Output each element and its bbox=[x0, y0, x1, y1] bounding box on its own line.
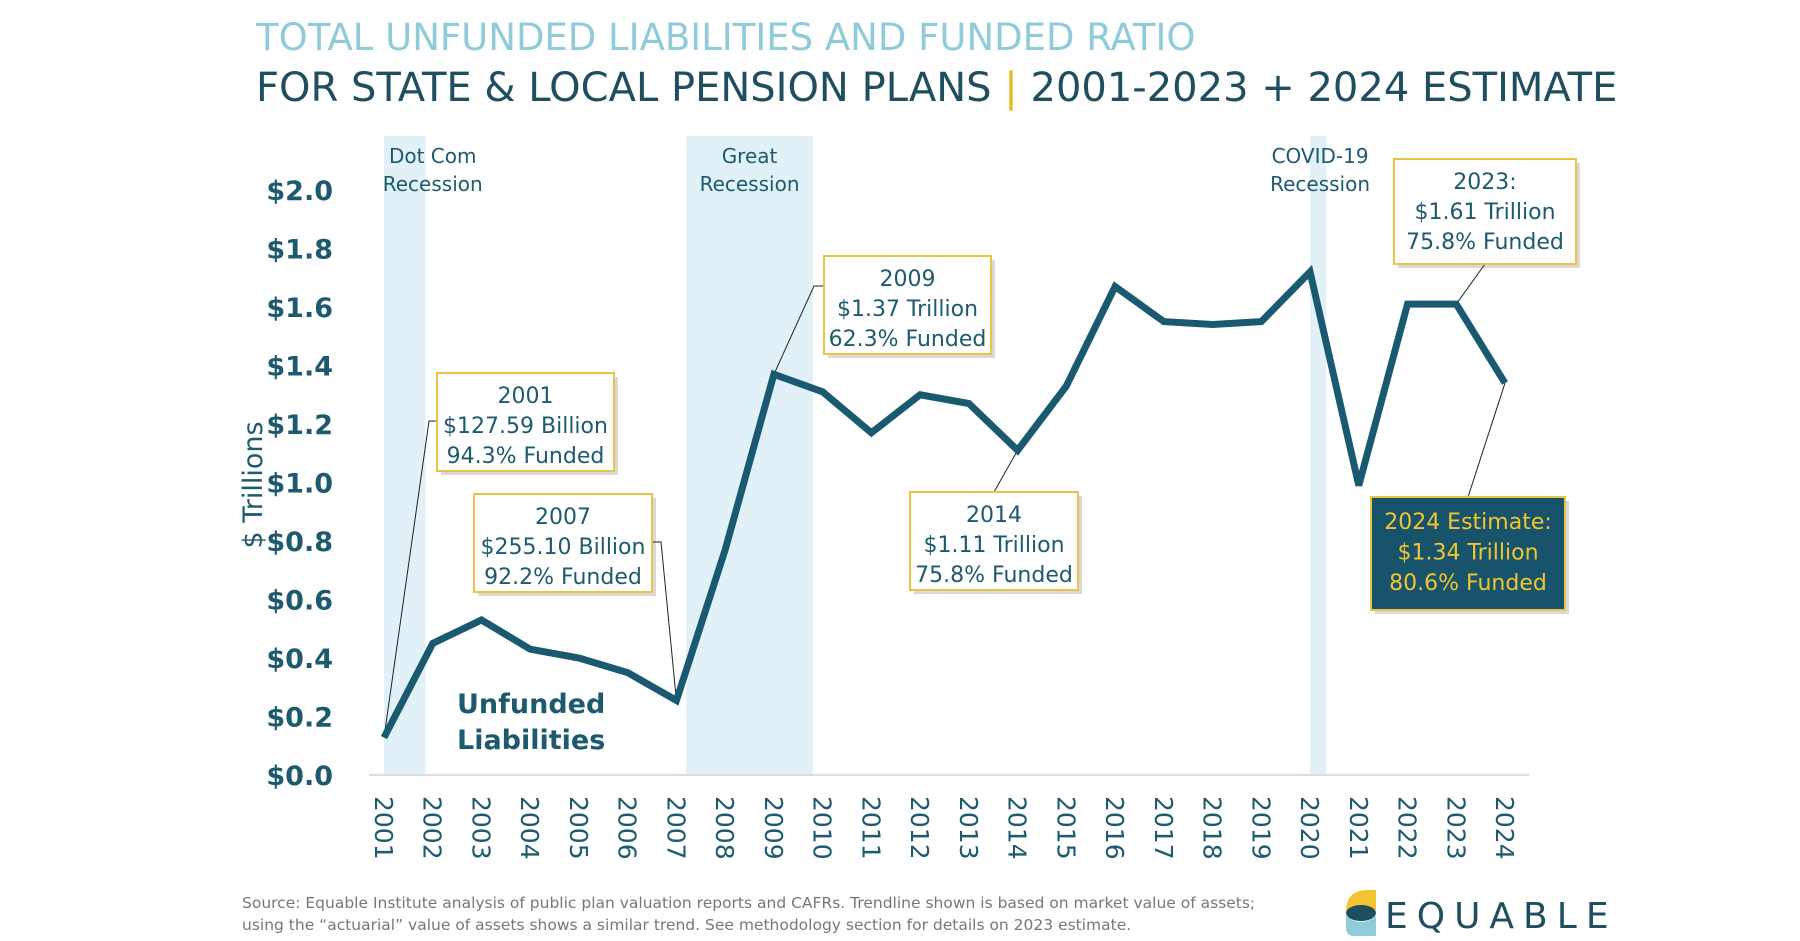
annotation-frame bbox=[909, 491, 1079, 591]
x-tick-label: 2005 bbox=[564, 796, 593, 860]
annotations: 2001 $127.59 Billion 94.3% Funded 2007 $255.… bbox=[436, 158, 1580, 614]
y-tick-label: $0.8 bbox=[266, 527, 333, 558]
y-tick-label: $2.0 bbox=[266, 176, 333, 207]
annotation-text: $1.34 Trillion bbox=[1397, 541, 1538, 566]
annotation-frame bbox=[1370, 496, 1566, 611]
x-tick-label: 2015 bbox=[1051, 796, 1080, 860]
recession-band bbox=[1310, 136, 1327, 775]
annotation-text: 2001 bbox=[498, 384, 554, 409]
title-line2-left: FOR STATE & LOCAL PENSION PLANS bbox=[256, 65, 992, 111]
x-tick-label: 2017 bbox=[1149, 796, 1178, 860]
annotation-text: 2009 bbox=[880, 267, 936, 292]
annotation-box: 2014 $1.11 Trillion 75.8% Funded bbox=[909, 491, 1082, 594]
recession-bands: Dot Com Recession Great Recession COVID-19 Re… bbox=[383, 136, 1370, 775]
recession-label: Recession bbox=[383, 172, 483, 196]
recession-label: Recession bbox=[700, 172, 800, 196]
annotation-frame bbox=[436, 372, 615, 472]
annotation-frame bbox=[1393, 158, 1577, 265]
x-tick-label: 2013 bbox=[954, 796, 983, 860]
x-tick-label: 2008 bbox=[710, 796, 739, 860]
x-tick-label: 2024 bbox=[1490, 796, 1519, 860]
annotation-text: 75.8% Funded bbox=[915, 563, 1073, 588]
annotation-text: 2024 Estimate: bbox=[1384, 510, 1552, 535]
title-line2: FOR STATE & LOCAL PENSION PLANS | 2001-2… bbox=[256, 65, 1617, 111]
x-tick-label: 2001 bbox=[369, 796, 398, 860]
annotation-text: 80.6% Funded bbox=[1389, 571, 1547, 596]
recession-band bbox=[384, 136, 426, 775]
y-tick-label: $1.2 bbox=[266, 410, 333, 441]
y-tick-label: $1.8 bbox=[266, 235, 333, 266]
x-tick-label: 2010 bbox=[808, 796, 837, 860]
y-tick-label: $1.4 bbox=[266, 352, 333, 383]
annotation-frame bbox=[823, 255, 992, 355]
annotation-box: 2024 Estimate: $1.34 Trillion 80.6% Funded bbox=[1370, 496, 1569, 614]
annotation-box: 2009 $1.37 Trillion 62.3% Funded bbox=[823, 255, 995, 358]
y-ticks: $0.0 $0.2 $0.4 $0.6 $0.8 $1.0 $1.2 $1.4 $1.6 $1.8… bbox=[266, 176, 333, 792]
x-ticks: 2001 2002 2003 2004 2005 2006 2007 2008 2009 2010… bbox=[369, 796, 1519, 860]
y-tick-label: $0.0 bbox=[266, 761, 333, 792]
annotation-leader-line bbox=[652, 541, 677, 701]
x-tick-label: 2009 bbox=[759, 796, 788, 860]
annotation-leader-line bbox=[773, 285, 824, 375]
source-line2: using the “actuarial” value of assets sh… bbox=[242, 916, 1131, 934]
y-tick-label: $0.6 bbox=[266, 586, 333, 617]
title-line2-right: 2001-2023 + 2024 ESTIMATE bbox=[1031, 65, 1618, 111]
series-line-unfunded-liabilities bbox=[380, 264, 1508, 740]
annotation-text: $255.10 Billion bbox=[481, 535, 646, 560]
annotation-text: $1.37 Trillion bbox=[837, 297, 978, 322]
annotation-text: $127.59 Billion bbox=[443, 414, 608, 439]
x-tick-label: 2022 bbox=[1393, 796, 1422, 860]
x-tick-label: 2007 bbox=[661, 796, 690, 860]
annotation-box: 2007 $255.10 Billion 92.2% Funded bbox=[473, 493, 656, 596]
x-tick-label: 2020 bbox=[1295, 796, 1324, 860]
recession-label: Great bbox=[722, 144, 778, 168]
x-tick-label: 2019 bbox=[1246, 796, 1275, 860]
annotation-leader-line bbox=[1467, 382, 1506, 498]
y-axis-title: $ Trillions bbox=[238, 421, 269, 548]
annotation-box: 2001 $127.59 Billion 94.3% Funded bbox=[436, 372, 618, 475]
annotation-text: 94.3% Funded bbox=[447, 444, 605, 469]
x-tick-label: 2002 bbox=[418, 796, 447, 860]
annotation-text: 2014 bbox=[966, 503, 1022, 528]
logo-text: EQUABLE bbox=[1385, 896, 1618, 937]
x-tick-label: 2012 bbox=[905, 796, 934, 860]
annotation-text: 62.3% Funded bbox=[829, 327, 987, 352]
x-tick-label: 2011 bbox=[856, 796, 885, 860]
annotation-leader-line bbox=[993, 450, 1019, 493]
annotation-box: 2023: $1.61 Trillion 75.8% Funded bbox=[1393, 158, 1580, 268]
x-tick-label: 2003 bbox=[466, 796, 495, 860]
recession-label: Dot Com bbox=[389, 144, 477, 168]
x-tick-label: 2018 bbox=[1198, 796, 1227, 860]
title-separator: | bbox=[1004, 65, 1017, 111]
recession-label: Recession bbox=[1270, 172, 1370, 196]
annotation-text: 75.8% Funded bbox=[1406, 230, 1564, 255]
source-line1: Source: Equable Institute analysis of pu… bbox=[242, 894, 1255, 912]
annotation-text: 2007 bbox=[535, 505, 591, 530]
y-tick-label: $0.4 bbox=[266, 644, 333, 675]
x-tick-label: 2016 bbox=[1100, 796, 1129, 860]
annotation-text: $1.11 Trillion bbox=[923, 533, 1064, 558]
annotation-leaders bbox=[383, 263, 1506, 738]
annotation-text: $1.61 Trillion bbox=[1414, 200, 1555, 225]
annotation-frame bbox=[473, 493, 653, 593]
x-tick-label: 2004 bbox=[515, 796, 544, 860]
annotation-text: 2023: bbox=[1453, 170, 1516, 195]
x-tick-label: 2021 bbox=[1344, 796, 1373, 860]
y-tick-label: $1.0 bbox=[266, 469, 333, 500]
annotation-leader-line bbox=[383, 420, 437, 738]
annotation-leader-line bbox=[1455, 263, 1486, 305]
x-tick-label: 2014 bbox=[1003, 796, 1032, 860]
annotation-text: 92.2% Funded bbox=[484, 565, 642, 590]
equable-logo-icon bbox=[1346, 890, 1376, 936]
y-tick-label: $0.2 bbox=[266, 703, 333, 734]
title-line1: TOTAL UNFUNDED LIABILITIES AND FUNDED RA… bbox=[255, 16, 1196, 59]
recession-label: COVID-19 bbox=[1272, 144, 1369, 168]
y-tick-label: $1.6 bbox=[266, 293, 333, 324]
series-label: Unfunded Liabilities bbox=[457, 689, 615, 756]
x-tick-label: 2006 bbox=[613, 796, 642, 860]
x-tick-label: 2023 bbox=[1441, 796, 1470, 860]
